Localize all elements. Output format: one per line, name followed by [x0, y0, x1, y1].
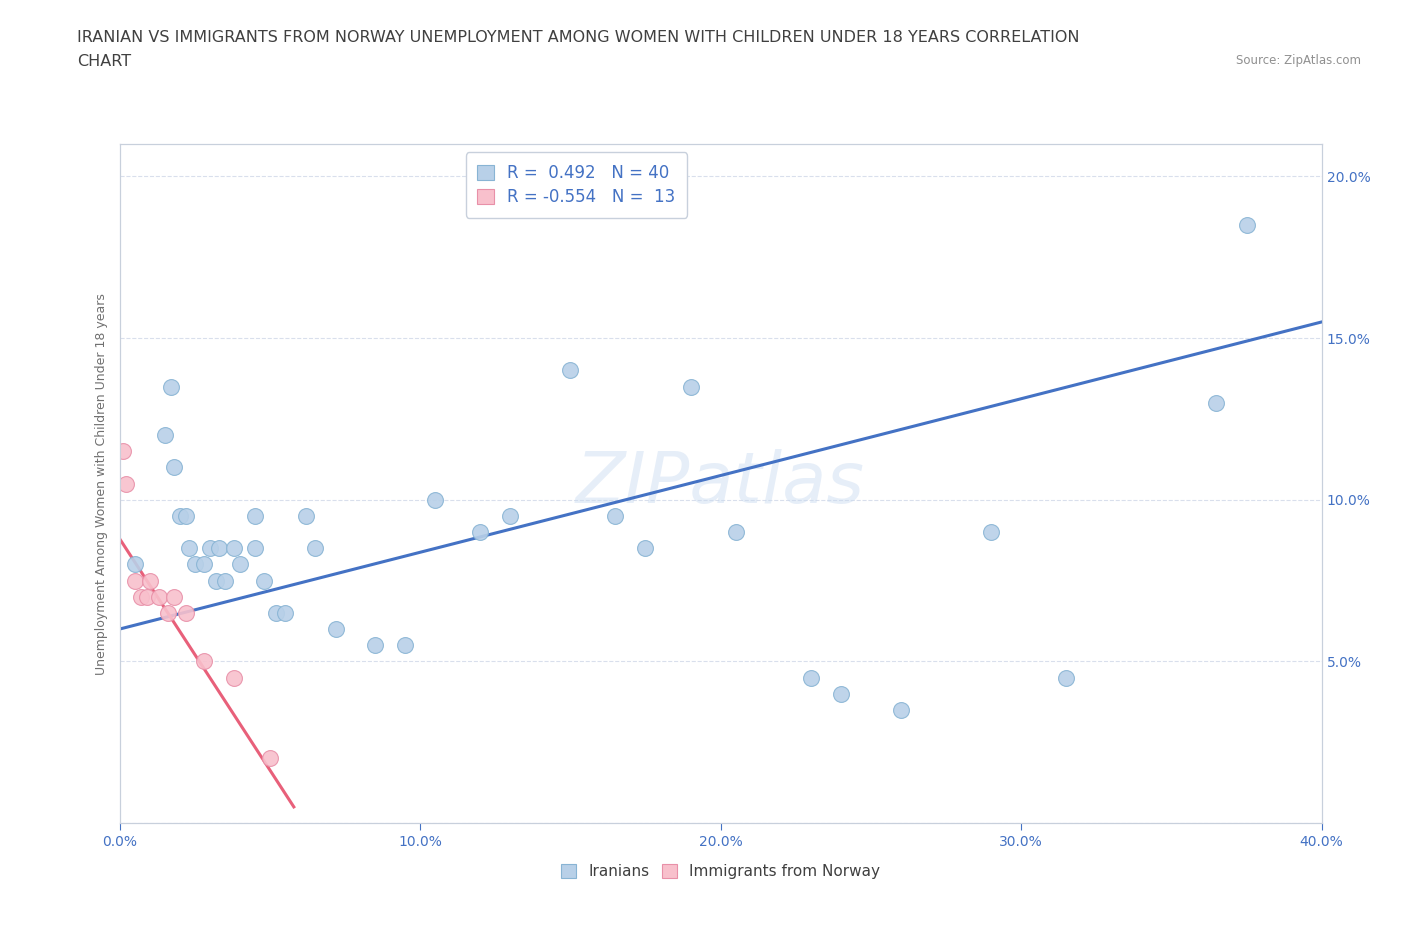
Point [364, 638, 387, 653]
Point [980, 525, 1002, 539]
Point [800, 671, 823, 685]
Point [259, 751, 281, 765]
Point [830, 686, 852, 701]
Point [135, 590, 157, 604]
Point [1054, 671, 1077, 685]
Point [634, 541, 657, 556]
Point [890, 702, 912, 717]
Point [193, 654, 215, 669]
Point [222, 671, 245, 685]
Text: IRANIAN VS IMMIGRANTS FROM NORWAY UNEMPLOYMENT AMONG WOMEN WITH CHILDREN UNDER 1: IRANIAN VS IMMIGRANTS FROM NORWAY UNEMPL… [77, 30, 1080, 45]
Text: CHART: CHART [77, 54, 131, 69]
Point [183, 557, 205, 572]
Point [304, 541, 326, 556]
Point [169, 509, 191, 524]
Point [208, 541, 231, 556]
Point [111, 444, 134, 458]
Point [295, 509, 318, 524]
Point [243, 541, 266, 556]
Point [394, 638, 416, 653]
Point [124, 557, 146, 572]
Point [148, 590, 170, 604]
Point [174, 509, 197, 524]
Point [1236, 218, 1258, 232]
Point [724, 525, 747, 539]
Point [156, 605, 179, 620]
Point [129, 590, 152, 604]
Point [560, 363, 582, 378]
Point [193, 557, 215, 572]
Point [228, 557, 252, 572]
Legend: Iranians, Immigrants from Norway: Iranians, Immigrants from Norway [554, 857, 887, 886]
Point [605, 509, 627, 524]
Point [204, 573, 226, 588]
Text: Source: ZipAtlas.com: Source: ZipAtlas.com [1236, 54, 1361, 67]
Point [264, 605, 287, 620]
Text: ZIPatlas: ZIPatlas [576, 449, 865, 518]
Point [174, 605, 197, 620]
Point [198, 541, 221, 556]
Point [114, 476, 136, 491]
Point [679, 379, 702, 394]
Point [499, 509, 522, 524]
Point [124, 573, 146, 588]
Point [159, 379, 181, 394]
Point [222, 541, 245, 556]
Point [177, 541, 200, 556]
Y-axis label: Unemployment Among Women with Children Under 18 years: Unemployment Among Women with Children U… [96, 293, 108, 674]
Point [162, 460, 184, 475]
Point [214, 573, 236, 588]
Point [470, 525, 492, 539]
Point [325, 621, 347, 636]
Point [243, 509, 266, 524]
Point [253, 573, 276, 588]
Point [1205, 395, 1227, 410]
Point [138, 573, 160, 588]
Point [162, 590, 184, 604]
Point [423, 492, 446, 507]
Point [274, 605, 297, 620]
Point [153, 428, 176, 443]
